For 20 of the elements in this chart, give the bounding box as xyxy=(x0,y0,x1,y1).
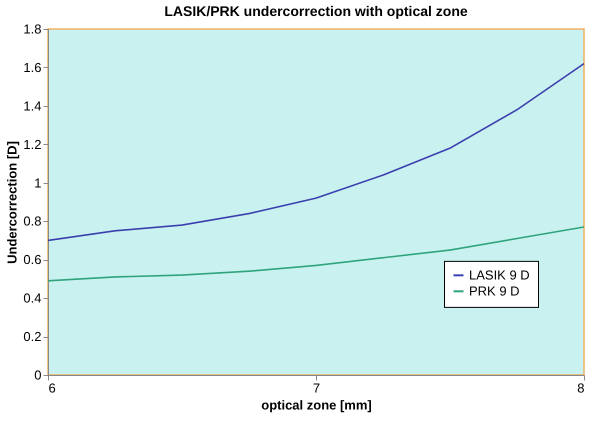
legend-label: PRK 9 D xyxy=(469,283,520,298)
y-tick-label: 1.2 xyxy=(23,136,42,152)
y-tick-label: 1.4 xyxy=(23,98,42,114)
chart-title: LASIK/PRK undercorrection with optical zone xyxy=(164,3,468,19)
y-tick-label: 1 xyxy=(34,175,42,190)
y-tick-label: 0.6 xyxy=(23,252,42,268)
line-series xyxy=(47,226,585,282)
y-tick-label: 0.8 xyxy=(23,214,42,229)
x-tick-label: 6 xyxy=(48,380,56,396)
line-series xyxy=(47,62,585,242)
y-tick-label: 0.2 xyxy=(23,329,42,344)
legend-label: LASIK 9 D xyxy=(469,267,530,282)
x-tick-label: 8 xyxy=(577,380,584,396)
x-axis-title: optical zone [mm] xyxy=(261,398,372,412)
y-tick-label: 0 xyxy=(34,368,42,382)
x-tick-label: 7 xyxy=(312,380,320,396)
y-tick-label: 1.6 xyxy=(23,60,42,75)
y-tick-label: 1.8 xyxy=(23,22,42,36)
y-tick-label: 0.4 xyxy=(23,290,42,306)
y-axis-title: Undercorrection [D] xyxy=(4,141,20,264)
